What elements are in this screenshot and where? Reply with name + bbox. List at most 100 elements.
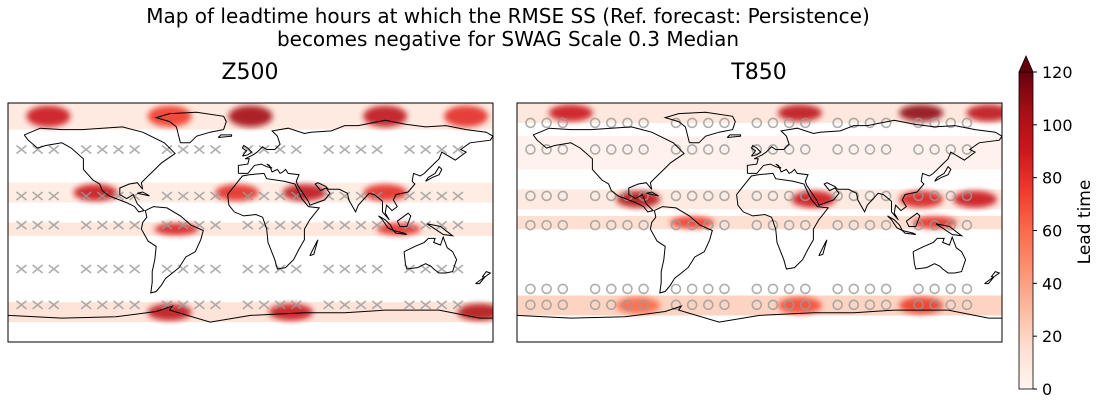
hatch-mark bbox=[719, 117, 730, 129]
chart-title-line1: Map of leadtime hours at which the RMSE … bbox=[146, 4, 870, 28]
hatch-mark bbox=[670, 299, 682, 311]
colorbar-gradient bbox=[1018, 71, 1034, 390]
hatch-mark bbox=[606, 299, 617, 311]
hatch-mark bbox=[436, 264, 448, 274]
heatmap-hotspot bbox=[363, 105, 408, 127]
hatch-mark bbox=[161, 300, 173, 310]
hatch-mark bbox=[274, 191, 286, 201]
heatmap-band bbox=[517, 215, 1002, 230]
heatmap-band bbox=[8, 222, 493, 236]
hatch-mark bbox=[242, 264, 254, 274]
heatmap-hotspot bbox=[363, 184, 408, 201]
hatch-mark bbox=[783, 283, 795, 295]
hatch-mark bbox=[525, 219, 536, 231]
colorbar-tick-label: 0 bbox=[1042, 380, 1052, 399]
hatch-mark bbox=[848, 117, 860, 129]
hatch-mark bbox=[403, 144, 415, 155]
hatch-mark bbox=[832, 117, 843, 129]
coastline bbox=[901, 230, 917, 235]
colorbar-extend-max-arrow bbox=[1018, 55, 1034, 73]
hatch-mark bbox=[751, 299, 763, 311]
coastlines-t850 bbox=[517, 111, 1002, 323]
hatch-mark bbox=[193, 300, 205, 310]
hatch-mark bbox=[832, 283, 843, 295]
hatch-mark bbox=[161, 220, 173, 230]
hatch-mark bbox=[703, 283, 714, 295]
hatch-mark bbox=[48, 191, 60, 201]
hatch-mark bbox=[436, 300, 448, 310]
coastline bbox=[481, 271, 492, 278]
hatch-mark bbox=[339, 220, 351, 230]
coastline bbox=[392, 230, 408, 235]
heatmap-hotspot bbox=[548, 104, 593, 122]
colorbar-tick-label: 40 bbox=[1042, 274, 1062, 293]
heatmap-field-z500 bbox=[8, 103, 493, 323]
hatch-mark bbox=[751, 283, 763, 295]
colorbar-ticks: 0 20 40 60 80 100 120 bbox=[1033, 63, 1073, 399]
hatch-mark bbox=[767, 117, 779, 129]
hatch-mark bbox=[48, 264, 60, 274]
chart-title-line2: becomes negative for SWAG Scale 0.3 Medi… bbox=[277, 27, 739, 51]
hatch-mark bbox=[589, 117, 601, 129]
coastline bbox=[396, 212, 412, 227]
hatch-mark bbox=[420, 264, 432, 274]
hatch-mark bbox=[864, 219, 876, 231]
hatch-mark bbox=[880, 190, 892, 202]
hatch-mark bbox=[403, 191, 415, 201]
map-panel-t850 bbox=[516, 102, 1003, 343]
hatch-mark bbox=[452, 144, 464, 155]
hatch-mark bbox=[129, 220, 141, 230]
hatch-mark bbox=[371, 220, 383, 230]
heatmap-hotspot bbox=[457, 303, 493, 321]
hatch-mark bbox=[703, 144, 714, 155]
hatch-mark bbox=[177, 300, 189, 310]
hatch-mark bbox=[800, 299, 811, 311]
hatch-mark bbox=[161, 191, 173, 201]
hatch-mark bbox=[638, 117, 649, 129]
hatch-mark bbox=[525, 144, 536, 155]
hatching-z500 bbox=[15, 144, 464, 310]
hatch-mark bbox=[686, 190, 698, 202]
hatch-mark bbox=[274, 220, 286, 230]
hatch-mark bbox=[622, 283, 633, 295]
hatch-mark bbox=[403, 300, 415, 310]
hatch-mark bbox=[589, 219, 601, 231]
coastline bbox=[726, 134, 742, 138]
hatch-mark bbox=[209, 220, 221, 230]
hatch-mark bbox=[80, 264, 92, 274]
hatch-mark bbox=[961, 117, 973, 129]
hatch-mark bbox=[80, 144, 92, 155]
coastline bbox=[649, 206, 713, 294]
hatch-mark bbox=[32, 264, 44, 274]
hatch-mark bbox=[848, 283, 860, 295]
colorbar-tick-label: 100 bbox=[1042, 116, 1073, 135]
hatch-mark bbox=[403, 220, 415, 230]
hatch-mark bbox=[800, 117, 811, 129]
hatch-mark bbox=[258, 220, 270, 230]
hatch-mark bbox=[541, 190, 552, 202]
hatch-mark bbox=[945, 299, 957, 311]
colorbar-label: Lead time bbox=[1075, 180, 1095, 265]
hatch-mark bbox=[323, 220, 335, 230]
hatch-mark bbox=[371, 300, 383, 310]
hatch-mark bbox=[864, 190, 876, 202]
hatch-mark bbox=[864, 117, 876, 129]
hatch-mark bbox=[929, 144, 940, 155]
coastline bbox=[532, 126, 685, 213]
hatch-mark bbox=[767, 299, 779, 311]
hatch-mark bbox=[686, 283, 698, 295]
hatch-mark bbox=[864, 283, 876, 295]
hatch-mark bbox=[290, 220, 302, 230]
hatch-mark bbox=[96, 300, 108, 310]
hatch-mark bbox=[371, 191, 383, 201]
hatch-mark bbox=[436, 220, 448, 230]
hatch-mark bbox=[112, 144, 124, 155]
hatch-mark bbox=[177, 191, 189, 201]
heatmap-hotspot bbox=[26, 105, 71, 127]
hatch-mark bbox=[945, 117, 957, 129]
colorbar-tick-label: 20 bbox=[1042, 327, 1062, 346]
hatch-mark bbox=[638, 299, 649, 311]
coastline bbox=[912, 235, 967, 274]
hatch-mark bbox=[945, 283, 957, 295]
hatch-mark bbox=[193, 264, 205, 274]
